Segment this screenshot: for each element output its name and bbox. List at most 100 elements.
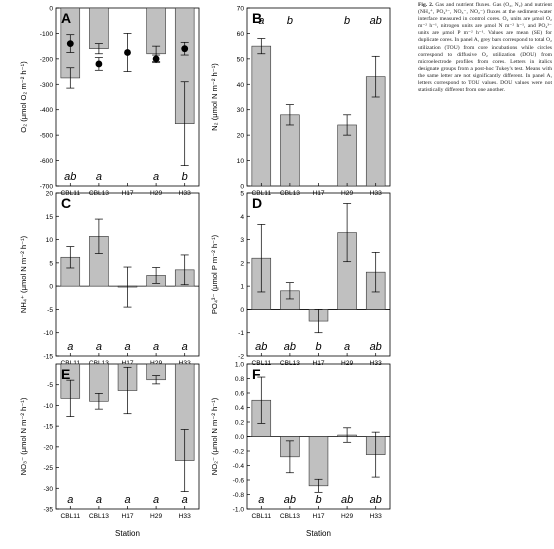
significance-letter: b <box>315 341 321 353</box>
significance-letter: b <box>315 494 321 506</box>
y-tick-label: -300 <box>40 82 54 89</box>
x-tick-label: CBL11 <box>60 513 80 520</box>
y-tick-label: -1.0 <box>233 507 245 514</box>
y-tick-label: -2 <box>238 354 244 361</box>
y-tick-label: 10 <box>46 237 54 244</box>
x-tick-label: CBL11 <box>251 190 271 197</box>
y-axis-label: NO₂⁻ (μmol N m⁻² h⁻¹) <box>210 397 219 475</box>
y-tick-label: 30 <box>237 107 245 114</box>
significance-letter: ab <box>284 341 296 353</box>
y-tick-label: -0.8 <box>233 492 245 499</box>
x-tick-label: CBL13 <box>89 360 109 367</box>
bar <box>89 7 109 49</box>
x-tick-label: H29 <box>341 513 353 520</box>
panel-e: -5 -10 -15 -20 -25 -30 -35 CBL11 CBL13 H17 H29 H33 a… <box>19 363 200 538</box>
y-tick-label: -5 <box>47 307 53 314</box>
x-tick-label: CBL13 <box>280 513 300 520</box>
x-tick-label: CBL11 <box>251 513 271 520</box>
significance-letter: a <box>344 341 350 353</box>
significance-letter: a <box>258 15 264 27</box>
panel-label: D <box>252 195 262 211</box>
x-tick-label: H29 <box>150 513 162 520</box>
y-tick-label: -25 <box>43 465 53 472</box>
significance-letter: a <box>153 341 159 353</box>
significance-letter: b <box>344 15 350 27</box>
y-tick-label: -30 <box>43 486 53 493</box>
significance-letter: ab <box>341 494 353 506</box>
y-tick-label: -10 <box>43 403 53 410</box>
y-tick-label: -500 <box>40 133 54 140</box>
significance-letter: ab <box>255 341 267 353</box>
significance-letter: b <box>182 171 188 183</box>
significance-letter: b <box>287 15 293 27</box>
y-tick-label: 20 <box>237 133 245 140</box>
y-tick-label: 5 <box>240 191 244 198</box>
x-tick-label: H17 <box>312 360 324 367</box>
dou-point <box>95 60 103 68</box>
y-tick-label: -600 <box>40 158 54 165</box>
significance-letter: a <box>67 341 73 353</box>
x-tick-label: H29 <box>150 190 162 197</box>
y-tick-label: 0 <box>240 307 244 314</box>
y-axis-label: NH₄⁺ (μmol N m⁻² h⁻¹) <box>19 235 28 313</box>
figure-caption: Fig. 2. Gas and nutrient fluxes. Gas (O₂… <box>418 2 552 94</box>
y-tick-label: -5 <box>47 382 53 389</box>
y-tick-label: 15 <box>46 214 54 221</box>
x-tick-label: CBL11 <box>60 360 80 367</box>
y-tick-label: 40 <box>237 82 245 89</box>
x-tick-label: H29 <box>150 360 162 367</box>
significance-letter: a <box>96 494 102 506</box>
significance-letter: ab <box>370 494 382 506</box>
y-tick-label: 50 <box>237 56 245 63</box>
significance-letter: a <box>182 341 188 353</box>
y-tick-label: 0 <box>49 6 53 13</box>
x-tick-label: H33 <box>179 513 191 520</box>
y-tick-label: 0.8 <box>235 376 244 383</box>
x-tick-label: CBL13 <box>89 190 109 197</box>
panel-label: C <box>61 195 71 211</box>
y-tick-label: 3 <box>240 237 244 244</box>
significance-letter: a <box>96 171 102 183</box>
y-tick-label: -0.6 <box>233 478 245 485</box>
y-tick-label: -15 <box>43 354 53 361</box>
caption-text: Gas and nutrient fluxes. Gas (O₂, N₂) an… <box>418 2 552 94</box>
significance-letter: a <box>153 494 159 506</box>
y-tick-label: 5 <box>49 260 53 267</box>
bar <box>280 114 300 187</box>
y-tick-label: 10 <box>237 158 245 165</box>
significance-letter: ab <box>370 341 382 353</box>
panel-label: F <box>252 366 261 382</box>
significance-letter: ab <box>284 494 296 506</box>
dou-point <box>124 49 131 56</box>
y-tick-label: -0.4 <box>233 463 245 470</box>
caption-label: Fig. 2. <box>418 2 434 8</box>
x-tick-label: H17 <box>312 190 324 197</box>
y-axis-label: PO₄³⁻ (μmol P m⁻² h⁻¹) <box>210 234 219 314</box>
y-tick-label: 0.4 <box>235 405 244 412</box>
x-tick-label: H33 <box>179 360 191 367</box>
y-tick-label: -1 <box>238 330 244 337</box>
y-tick-label: 1.0 <box>235 362 244 369</box>
significance-letter: a <box>124 494 130 506</box>
y-tick-label: -15 <box>43 424 53 431</box>
y-tick-label: -700 <box>40 184 54 191</box>
y-axis-label: O₂ (μmol O₂ m⁻² h⁻¹) <box>19 61 28 133</box>
y-tick-label: 2 <box>240 260 244 267</box>
significance-letter: a <box>182 494 188 506</box>
x-tick-label: CBL11 <box>60 190 80 197</box>
x-tick-label: H17 <box>121 513 133 520</box>
y-tick-label: -0.2 <box>233 449 245 456</box>
y-axis-label: N₂ (μmol N m⁻² h⁻¹) <box>210 63 219 131</box>
x-axis-label: Station <box>306 529 331 538</box>
panel-f: 1.0 0.8 0.6 0.4 0.2 0.0 -0.2 -0.4 -0.6 -0.8 -1.0 CB… <box>210 362 391 538</box>
y-tick-label: 70 <box>237 6 245 13</box>
y-tick-label: 4 <box>240 214 244 221</box>
x-axis-label: Station <box>115 529 140 538</box>
x-tick-label: CBL13 <box>280 360 300 367</box>
bar <box>251 45 272 187</box>
y-tick-label: -400 <box>40 107 54 114</box>
x-tick-label: H17 <box>121 360 133 367</box>
y-tick-label: 0 <box>49 284 53 291</box>
